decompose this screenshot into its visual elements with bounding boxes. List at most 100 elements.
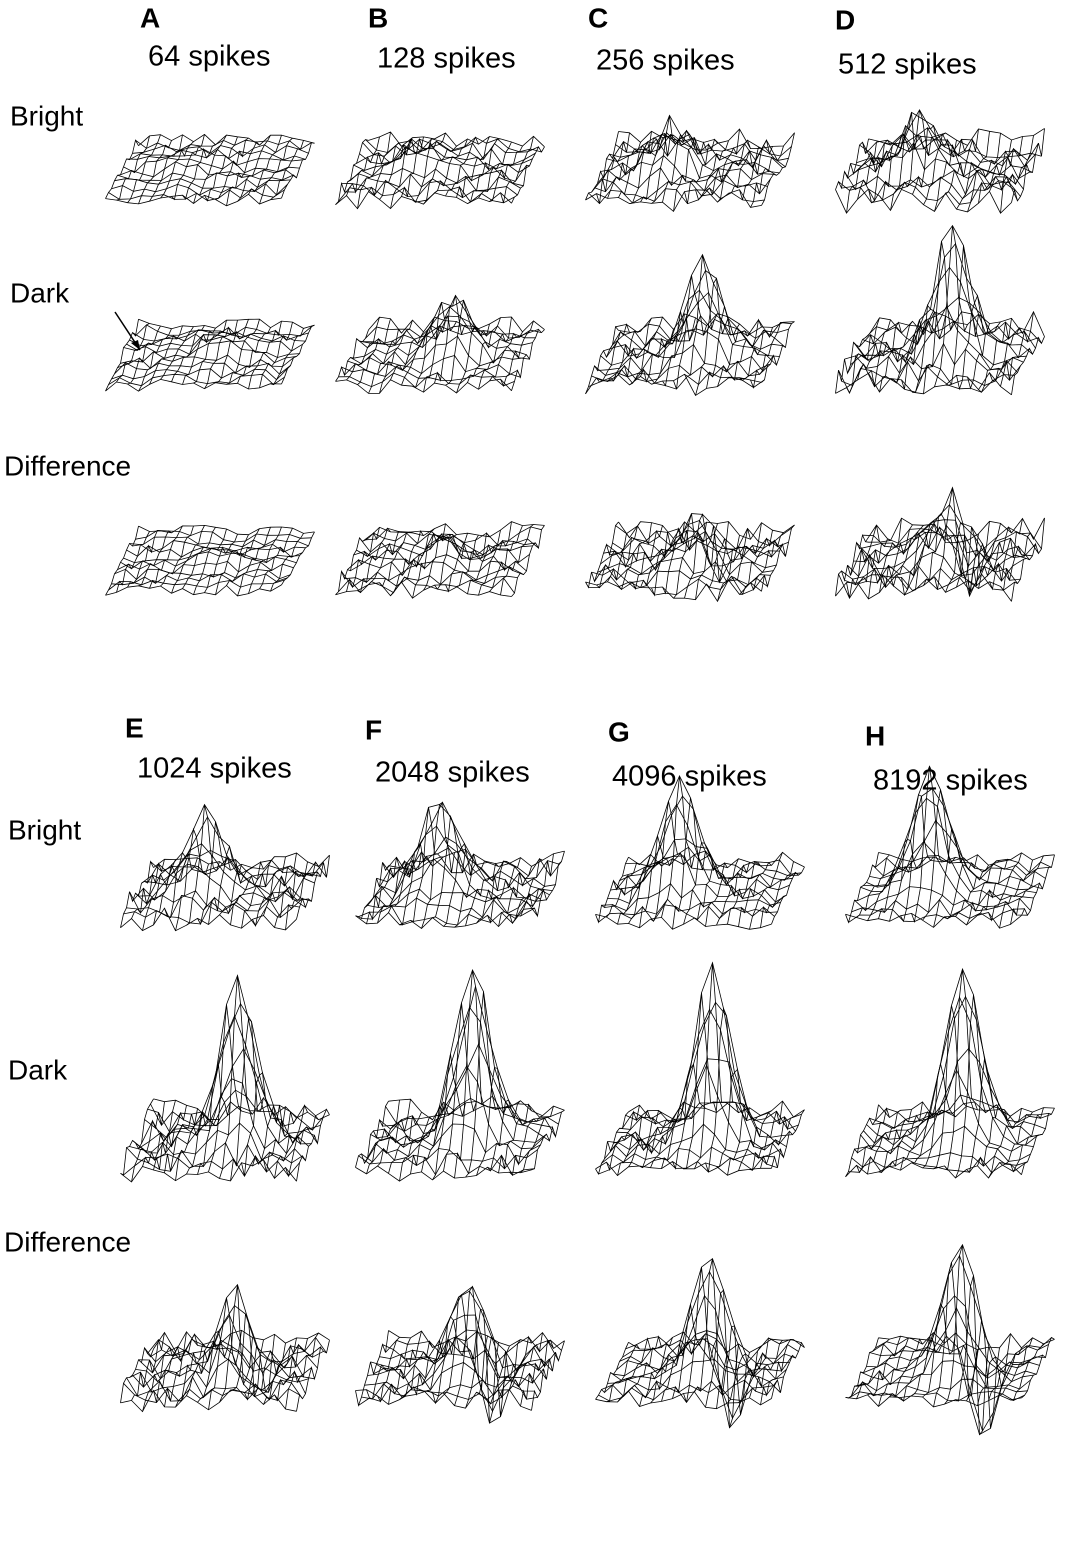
mesh-line <box>209 1298 242 1410</box>
panel-label: 4096 spikes <box>612 761 767 793</box>
panel-letter: A <box>140 2 160 33</box>
mesh-line <box>595 558 771 585</box>
mesh-line <box>433 816 466 917</box>
mesh-line <box>695 1259 728 1392</box>
mesh-line <box>861 798 1037 897</box>
mesh-line <box>761 1117 794 1169</box>
panel-letter: C <box>588 2 608 33</box>
mesh-line <box>772 1110 805 1169</box>
mesh-line <box>512 329 545 390</box>
mesh-line <box>596 1342 629 1399</box>
mesh-line <box>142 817 318 886</box>
mesh-line <box>383 1096 559 1131</box>
mesh-line <box>371 1007 547 1147</box>
mesh-line <box>532 1341 565 1411</box>
mesh-line <box>466 1309 499 1423</box>
mesh-line <box>586 327 619 394</box>
mesh-line <box>128 135 161 203</box>
row-label: Dark <box>10 277 70 308</box>
mesh-line <box>139 805 315 900</box>
mesh-line <box>378 1099 411 1166</box>
mesh-line <box>139 141 172 204</box>
mesh-line <box>446 300 479 385</box>
panel-label: 128 spikes <box>377 43 516 75</box>
mesh-line <box>934 830 967 928</box>
mesh-line <box>139 134 315 145</box>
mesh-line <box>336 330 369 382</box>
mesh-line <box>362 898 538 919</box>
panel-label: 8192 spikes <box>873 765 1028 797</box>
mesh-line <box>422 802 455 928</box>
mesh-line <box>466 992 499 1178</box>
panel-letter: G <box>608 716 630 747</box>
mesh-line <box>356 1331 389 1406</box>
mesh-line <box>139 975 315 1148</box>
mesh-line <box>369 317 545 333</box>
mesh-line <box>297 855 330 919</box>
mesh-line <box>371 826 547 902</box>
mesh-line <box>706 1008 739 1172</box>
mesh-line <box>121 862 154 928</box>
mesh-line <box>106 319 139 391</box>
mesh-line <box>374 970 550 1143</box>
mesh-line <box>968 322 1001 388</box>
mesh-line <box>136 140 312 150</box>
mesh-line <box>674 275 707 389</box>
mesh-line <box>956 995 989 1178</box>
mesh-line <box>852 900 1028 916</box>
mesh-line <box>117 136 150 200</box>
mesh-line <box>444 1295 477 1393</box>
mesh-line <box>616 319 792 339</box>
mesh-line <box>444 1003 477 1171</box>
mesh-line <box>839 574 1015 598</box>
mesh-line <box>366 137 542 152</box>
mesh-line <box>490 146 523 202</box>
mesh-line <box>695 963 728 1169</box>
mesh-line <box>614 963 790 1146</box>
mesh-line <box>1001 533 1034 590</box>
mesh-line <box>282 325 315 384</box>
mesh-line <box>595 345 771 377</box>
panel-label: 256 spikes <box>596 45 735 77</box>
panel-label: 1024 spikes <box>137 753 292 785</box>
panel-letter: F <box>365 714 382 745</box>
mesh-line <box>339 373 515 388</box>
panel-letter: B <box>368 2 388 33</box>
mesh-line <box>446 535 479 591</box>
mesh-line <box>890 1102 923 1167</box>
mesh-line <box>359 1384 535 1405</box>
mesh-line <box>128 326 161 384</box>
mesh-line <box>264 853 297 916</box>
row-label: Difference <box>4 450 131 481</box>
mesh-line <box>607 271 783 358</box>
mesh-line <box>695 863 728 919</box>
mesh-line <box>286 1116 319 1176</box>
mesh-line <box>1012 518 1045 602</box>
mesh-line <box>739 863 772 927</box>
mesh-line <box>935 226 968 387</box>
mesh-line <box>377 802 553 890</box>
row-label: Bright <box>10 100 83 131</box>
mesh-line <box>864 969 1040 1144</box>
mesh-line <box>684 843 717 925</box>
mesh-line <box>596 914 772 929</box>
panel-label: 2048 spikes <box>375 757 530 789</box>
mesh-line <box>368 1066 544 1159</box>
mesh-line <box>857 1109 890 1173</box>
mesh-line <box>512 147 545 203</box>
mesh-line <box>148 1090 324 1132</box>
mesh-line <box>604 255 780 358</box>
mesh-line <box>336 192 512 209</box>
mesh-line <box>369 143 402 195</box>
mesh-line <box>172 525 205 593</box>
mesh-line <box>176 1112 209 1181</box>
panel-label: 512 spikes <box>838 49 977 81</box>
mesh-line <box>194 529 227 595</box>
row-label: Difference <box>4 1226 131 1257</box>
mesh-line <box>989 853 1022 920</box>
row-label: Dark <box>8 1054 68 1085</box>
mesh-line <box>367 857 400 924</box>
mesh-line <box>400 1117 433 1181</box>
mesh-line <box>336 140 369 205</box>
mesh-line <box>356 910 532 929</box>
